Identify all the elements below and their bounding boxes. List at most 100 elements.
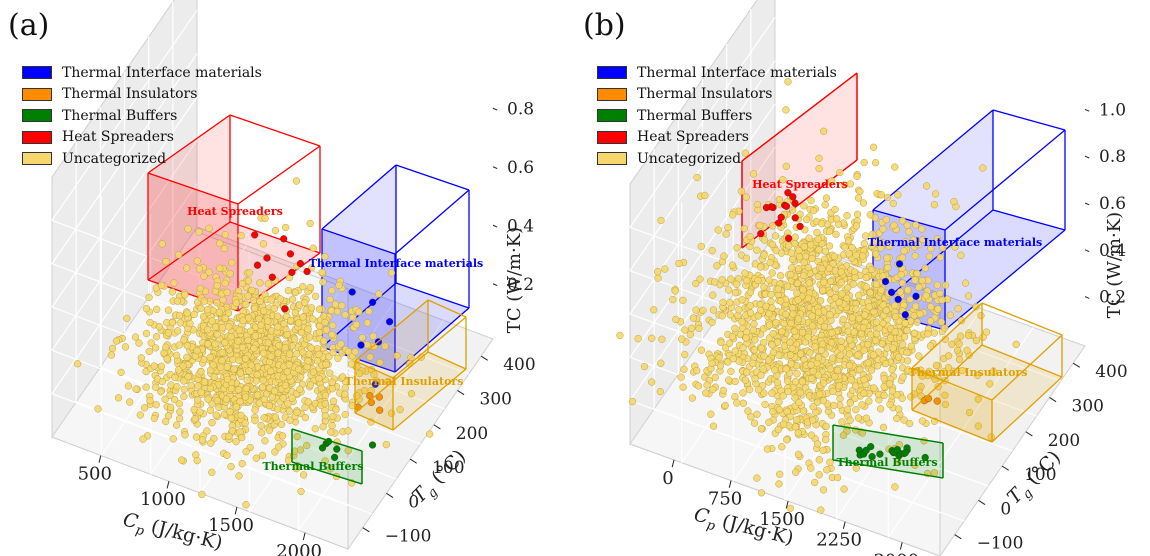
scatter-point (290, 447, 299, 455)
y-axis-title: Tg (°C) (1003, 446, 1068, 511)
tick-mark (954, 534, 962, 540)
scatter-point (903, 357, 912, 365)
scatter-point (349, 313, 357, 322)
scatter-point (910, 236, 918, 244)
legend-swatch (597, 87, 627, 101)
scatter-point (716, 362, 725, 370)
scatter-point (836, 395, 844, 403)
scatter-point (181, 291, 189, 299)
scatter-point (228, 259, 236, 267)
scatter-point (902, 237, 910, 246)
scatter-point (686, 330, 695, 339)
scatter-point (273, 405, 282, 413)
scatter-point (900, 247, 908, 255)
scatter-point (241, 419, 249, 427)
scatter-point (193, 396, 202, 404)
scatter-point (768, 222, 777, 230)
scatter-point (368, 441, 377, 449)
scatter-point (789, 310, 797, 318)
scatter-point (877, 191, 885, 199)
tick-mark (386, 492, 394, 498)
scatter-point (817, 219, 826, 228)
scatter-point (680, 365, 688, 373)
scatter-point (213, 282, 221, 290)
scatter-point (852, 464, 860, 472)
scatter-point (759, 365, 767, 373)
scatter-point (830, 252, 839, 261)
x-tick-label: 2250 (816, 530, 862, 551)
scatter-point (807, 361, 815, 369)
scatter-point (178, 456, 186, 464)
scatter-point (897, 271, 905, 279)
region-edge (354, 360, 394, 379)
scatter-point (921, 264, 929, 272)
scatter-point (169, 435, 177, 443)
scatter-point (216, 239, 224, 247)
scatter-point (197, 368, 205, 376)
scatter-point (370, 370, 378, 379)
region-edge (291, 461, 363, 485)
tick-mark (1072, 362, 1081, 368)
scatter-point (616, 331, 624, 340)
scatter-point (265, 401, 274, 410)
scatter-point (854, 194, 863, 202)
scatter-point (768, 269, 776, 277)
scatter-point (270, 387, 279, 395)
scatter-point (671, 287, 679, 295)
scatter-point (833, 215, 841, 223)
scatter-point (161, 395, 169, 403)
scatter-point (328, 330, 336, 339)
scatter-point (352, 320, 361, 329)
scatter-point (843, 405, 852, 414)
scatter-point (901, 319, 909, 327)
scatter-point (256, 279, 264, 287)
scatter-point (73, 360, 82, 368)
scatter-point (795, 398, 803, 407)
scatter-point (911, 302, 920, 310)
scatter-point (344, 427, 352, 435)
scatter-point (338, 301, 346, 310)
scatter-point (210, 373, 218, 381)
scatter-point (369, 298, 377, 306)
scatter-point (152, 401, 160, 409)
scatter-point (785, 242, 793, 250)
y-tick-label: 300 (480, 389, 512, 409)
region-edge (981, 344, 1063, 378)
scatter-point (717, 338, 725, 347)
scatter-point (328, 385, 337, 393)
scatter-point (838, 290, 846, 298)
scatter-point (834, 366, 842, 374)
scatter-point (851, 273, 859, 282)
scatter-point (274, 443, 283, 451)
scatter-point (265, 426, 274, 434)
scatter-point (258, 451, 267, 460)
legend-swatch (22, 130, 52, 144)
tick-mark (728, 480, 732, 488)
scatter-point (894, 295, 902, 304)
scatter-point (382, 440, 390, 449)
scatter-point (166, 403, 175, 412)
scatter-point (304, 325, 312, 333)
scatter-point (292, 177, 301, 185)
region-edge (321, 164, 397, 230)
scatter-point (882, 306, 890, 315)
scatter-point (281, 344, 289, 352)
scatter-point (807, 241, 815, 249)
scatter-point (918, 417, 927, 425)
legend-label: Heat Spreaders (637, 129, 749, 146)
region-face (833, 425, 943, 478)
scatter-point (772, 319, 780, 327)
scatter-point (162, 258, 170, 266)
scatter-point (927, 244, 935, 253)
scatter-point (922, 182, 931, 190)
scatter-point (284, 400, 292, 408)
scatter-point (174, 327, 182, 335)
scatter-point (848, 243, 856, 252)
scatter-point (737, 187, 746, 195)
scatter-point (236, 397, 244, 406)
scatter-point (882, 215, 890, 224)
scatter-point (927, 303, 935, 311)
scatter-point (861, 311, 869, 319)
scatter-point (218, 356, 226, 365)
scatter-point (657, 359, 665, 367)
